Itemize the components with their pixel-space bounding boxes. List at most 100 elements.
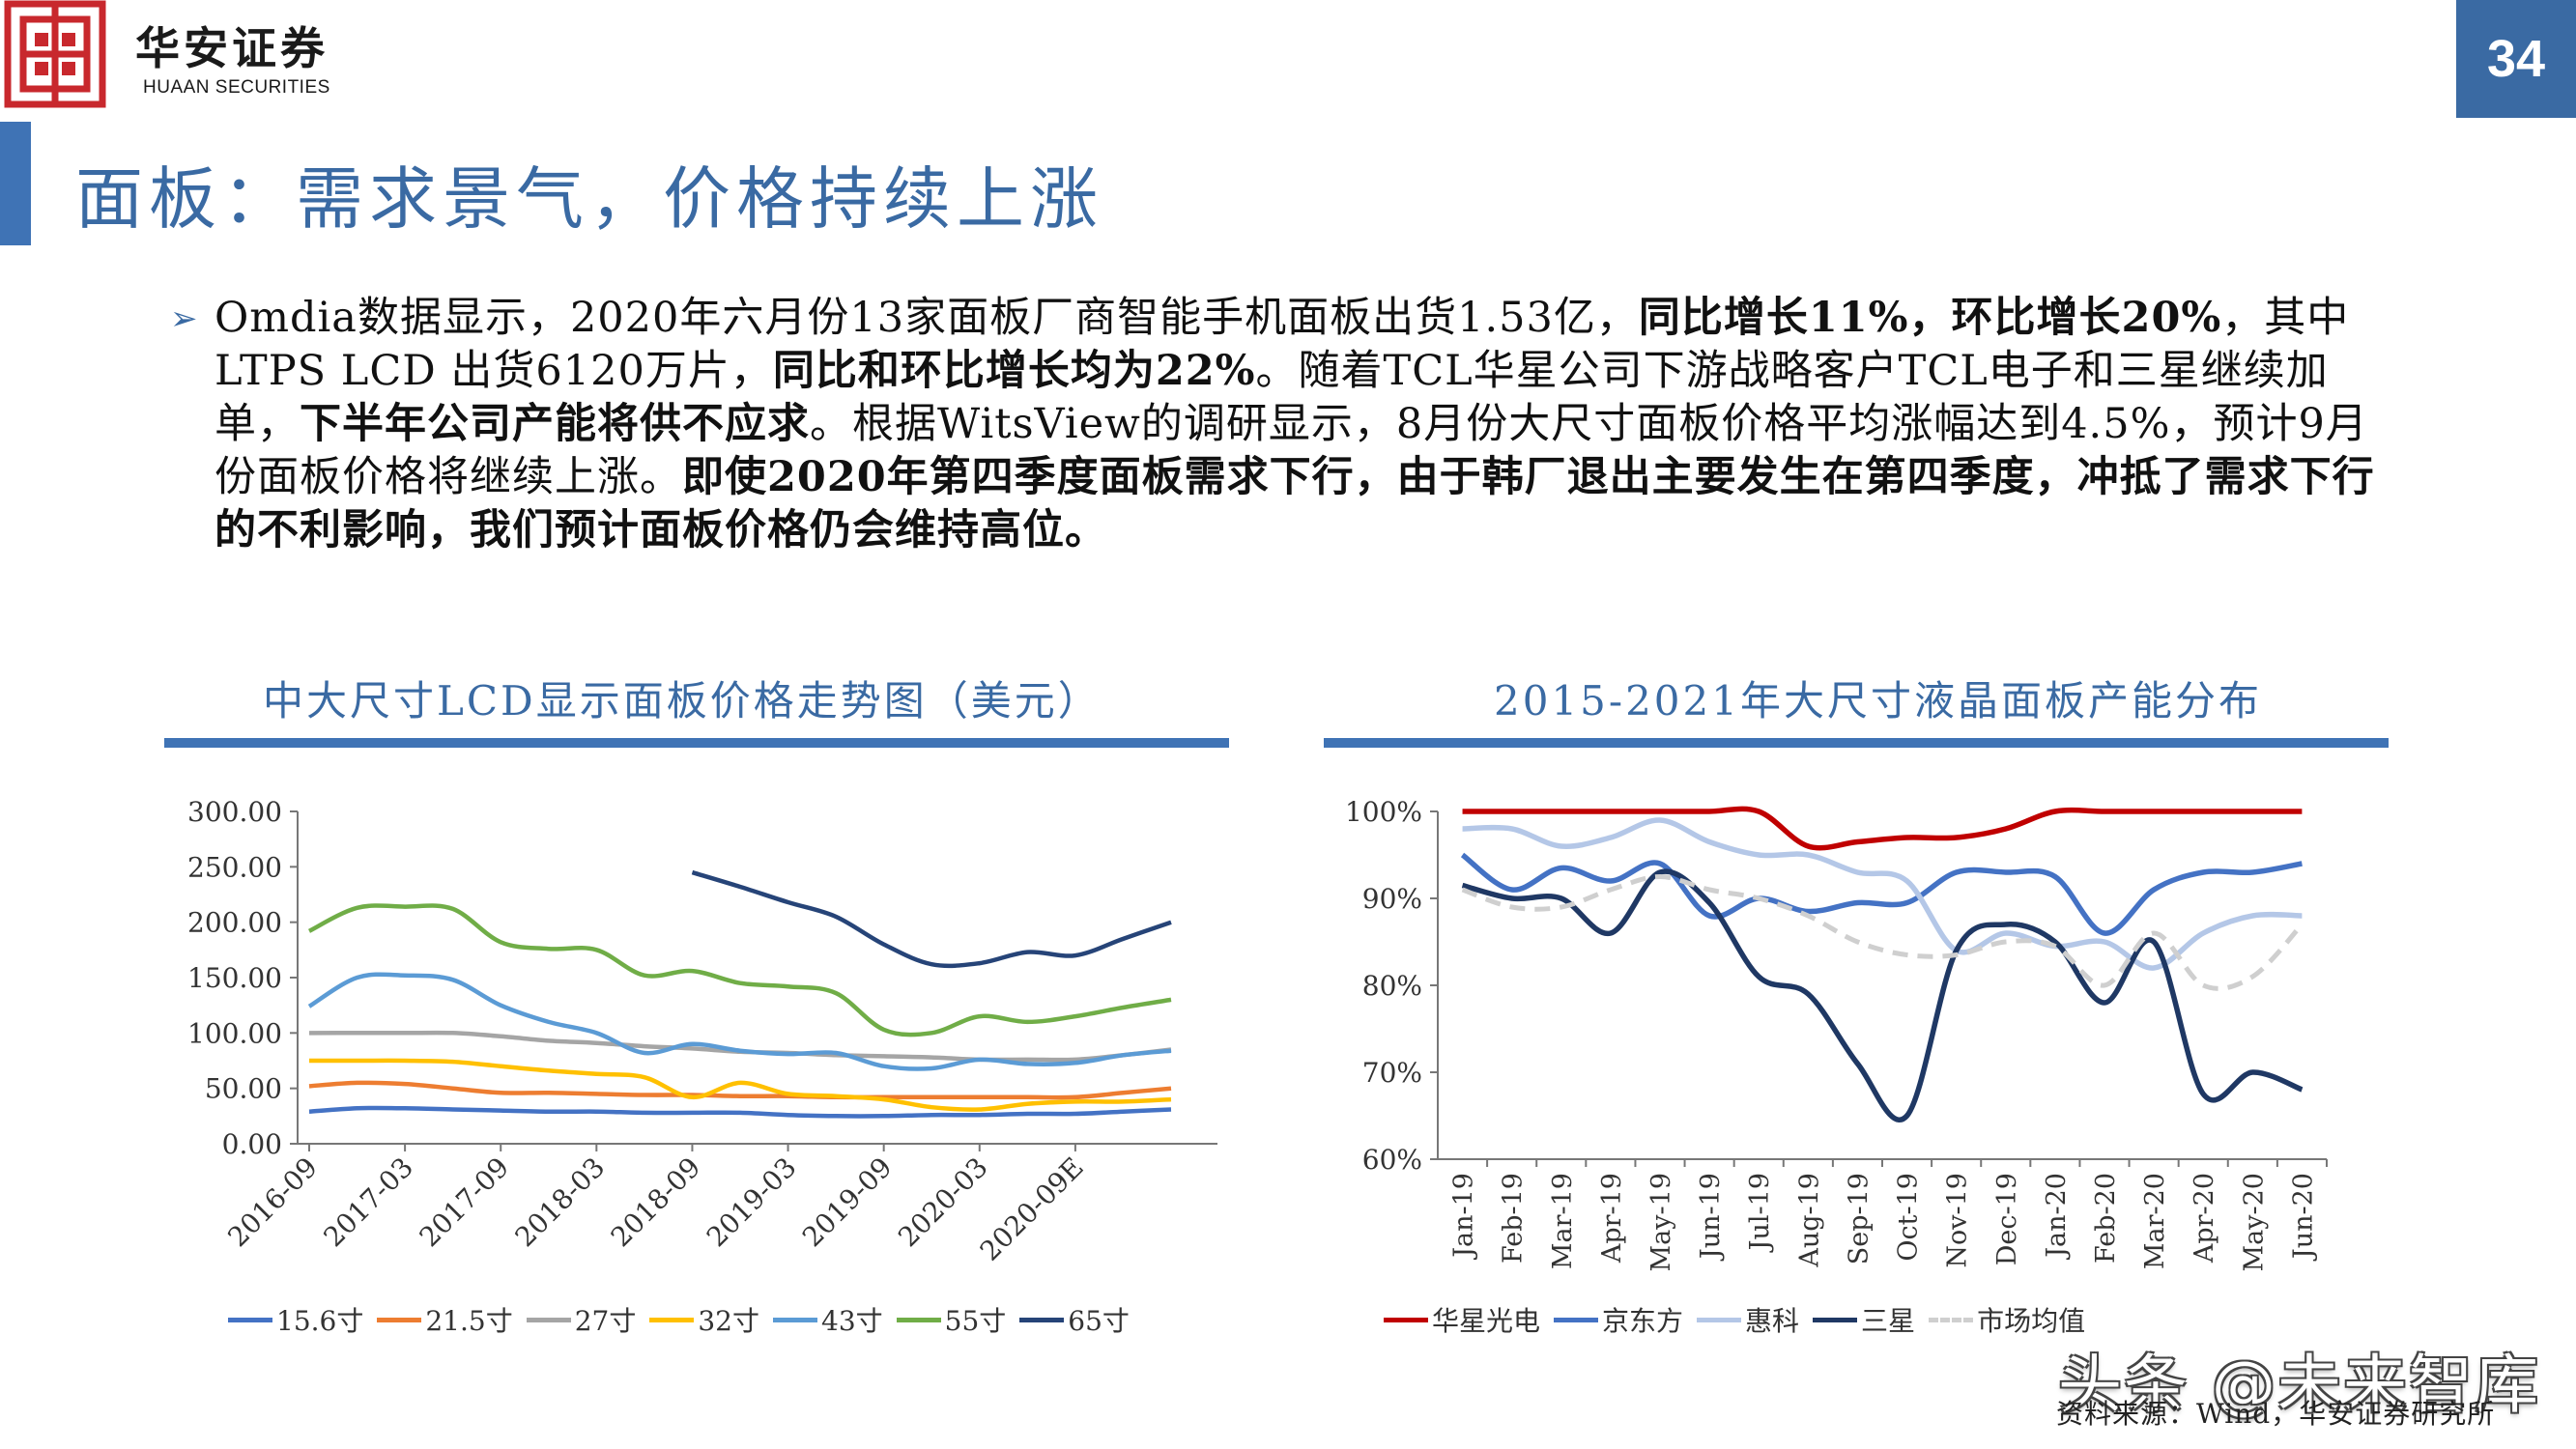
body-segment: 同比和环比增长均为22% — [772, 347, 1256, 395]
y-tick-label: 300.00 — [187, 796, 282, 828]
body-segment: 。根据WitsView的调研显示，8月份大尺寸面板价格平均涨幅达到4.5%，预计… — [215, 400, 2368, 501]
series-line — [691, 869, 1172, 969]
y-tick-label: 60% — [1362, 1144, 1422, 1176]
series-line — [307, 903, 1172, 1037]
legend-label: 32寸 — [698, 1305, 759, 1337]
series-line — [1462, 806, 2303, 851]
x-tick-label: 2017-03 — [317, 1151, 419, 1254]
chart-1-title-rule — [164, 738, 1229, 748]
x-tick-label: Nov-19 — [1943, 1173, 1973, 1268]
series-line — [1462, 817, 2303, 971]
huaan-logo — [4, 0, 106, 108]
x-tick-label: Sep-19 — [1844, 1173, 1874, 1264]
chart-1-legend: 15.6寸 21.5寸 27寸 32寸 43寸 55寸 65寸 — [228, 1300, 1143, 1339]
series-line — [1461, 868, 2304, 1122]
legend-item: 65寸 — [1019, 1300, 1130, 1339]
legend-swatch — [228, 1317, 272, 1322]
x-tick-label: Jan-19 — [1449, 1173, 1479, 1261]
legend-label: 三星 — [1861, 1305, 1916, 1337]
chart-2-title-rule — [1324, 738, 2389, 748]
legend-swatch — [1384, 1317, 1428, 1322]
x-tick-label: Jun-20 — [2288, 1173, 2318, 1262]
legend-item: 15.6寸 — [228, 1300, 363, 1339]
page-number: 34 — [2456, 0, 2576, 118]
title-accent-bar — [0, 122, 31, 245]
legend-item: 市场均值 — [1929, 1300, 2085, 1339]
x-tick-label: 2017-09 — [414, 1151, 516, 1254]
legend-label: 惠科 — [1745, 1305, 1800, 1337]
y-tick-label: 0.00 — [222, 1128, 282, 1160]
series-line — [308, 1105, 1172, 1119]
series-line — [1460, 852, 2303, 936]
page-title: 面板：需求景气，价格持续上涨 — [75, 159, 1103, 239]
x-tick-label: Aug-19 — [1794, 1173, 1824, 1268]
chart-1-title: 中大尺寸LCD显示面板价格走势图（美元） — [263, 677, 1102, 724]
legend-swatch — [1697, 1317, 1742, 1322]
legend-swatch — [1554, 1317, 1599, 1322]
legend-item: 43寸 — [773, 1300, 883, 1339]
x-tick-label: May-20 — [2239, 1173, 2269, 1271]
body-segment: 同比增长11%，环比增长20% — [1638, 294, 2222, 342]
y-tick-label: 200.00 — [187, 907, 282, 939]
legend-item: 京东方 — [1554, 1300, 1683, 1339]
capacity-share-chart: 100% 90% 80% 70% 60% Jan-19 Feb-19 Mar-19 Apr-19… — [1345, 796, 2328, 1271]
legend-item: 32寸 — [649, 1300, 759, 1339]
series-line — [308, 1030, 1172, 1063]
legend-item: 三星 — [1813, 1300, 1915, 1339]
legend-label: 65寸 — [1068, 1305, 1130, 1337]
x-tick-label: Jun-19 — [1696, 1173, 1726, 1262]
legend-swatch — [1929, 1317, 1974, 1322]
source-note: 资料来源：Wind，华安证券研究所 — [2056, 1398, 2496, 1430]
x-tick-label: 2016-09 — [221, 1151, 324, 1254]
x-tick-label: Apr-19 — [1597, 1173, 1627, 1264]
y-tick-label: 70% — [1362, 1057, 1422, 1089]
x-tick-label: Jan-20 — [2042, 1173, 2072, 1261]
x-tick-label: May-19 — [1646, 1173, 1676, 1271]
x-tick-label: 2018-03 — [509, 1151, 612, 1254]
legend-item: 惠科 — [1697, 1300, 1799, 1339]
x-tick-label: 2018-09 — [605, 1151, 707, 1254]
x-tick-label: 2020-09E — [974, 1151, 1090, 1267]
x-tick-label: 2019-03 — [701, 1151, 803, 1254]
legend-label: 55寸 — [944, 1305, 1007, 1337]
price-trend-chart: 300.00250.00200.00150.00100.0050.000.002… — [187, 796, 1217, 1267]
legend-label: 27寸 — [574, 1305, 637, 1337]
legend-label: 15.6寸 — [276, 1305, 364, 1337]
body-segment: 。随着TCL华星公司下游战略客户TCL电子和三星继续加单， — [215, 347, 2329, 448]
triangle-arrow-icon: ➢ — [170, 299, 198, 338]
legend-swatch — [896, 1317, 941, 1322]
body-segment: ，其中LTPS LCD 出货6120万片， — [215, 294, 2350, 395]
legend-swatch — [649, 1317, 695, 1322]
x-tick-label: Mar-20 — [2140, 1173, 2170, 1269]
legend-label: 21.5寸 — [425, 1305, 513, 1337]
legend-label: 华星光电 — [1432, 1305, 1541, 1337]
legend-item: 21.5寸 — [377, 1300, 513, 1339]
legend-item: 华星光电 — [1384, 1300, 1540, 1339]
body-segment: 即使2020年第四季度面板需求下行，由于韩厂退出主要发生在第四季度，冲抵了需求下… — [215, 453, 2375, 554]
x-tick-label: 2020-03 — [892, 1151, 994, 1254]
brand-name-cn: 华安证券 — [135, 22, 329, 74]
x-tick-label: Oct-19 — [1894, 1173, 1924, 1262]
y-tick-label: 100% — [1345, 796, 1422, 828]
y-tick-label: 80% — [1362, 970, 1422, 1002]
x-tick-label: Feb-20 — [2091, 1173, 2121, 1264]
chart-2-title: 2015-2021年大尺寸液晶面板产能分布 — [1494, 677, 2262, 724]
series-line — [308, 1080, 1172, 1100]
brand-name-en: HUAAN SECURITIES — [143, 77, 330, 98]
legend-label: 京东方 — [1602, 1305, 1684, 1337]
series-line — [307, 972, 1172, 1071]
body-paragraph: Omdia数据显示，2020年六月份13家面板厂商智能手机面板出货1.53亿，同… — [215, 292, 2389, 557]
body-segment: 下半年公司产能将供不应求 — [300, 400, 810, 448]
watermark: 头条 @未来智库 — [2058, 1348, 2540, 1422]
x-tick-label: Dec-19 — [1992, 1173, 2022, 1265]
series-line — [1461, 874, 2304, 991]
x-tick-label: Apr-20 — [2190, 1173, 2219, 1264]
legend-label: 43寸 — [821, 1305, 883, 1337]
series-line — [309, 1058, 1172, 1112]
legend-swatch — [377, 1317, 422, 1322]
y-tick-label: 50.00 — [205, 1073, 282, 1105]
legend-swatch — [1019, 1317, 1065, 1322]
x-tick-label: 2019-09 — [796, 1151, 899, 1254]
chart-2-legend: 华星光电 京东方 惠科 三星 市场均值 — [1384, 1300, 2099, 1339]
legend-label: 市场均值 — [1977, 1305, 2086, 1337]
